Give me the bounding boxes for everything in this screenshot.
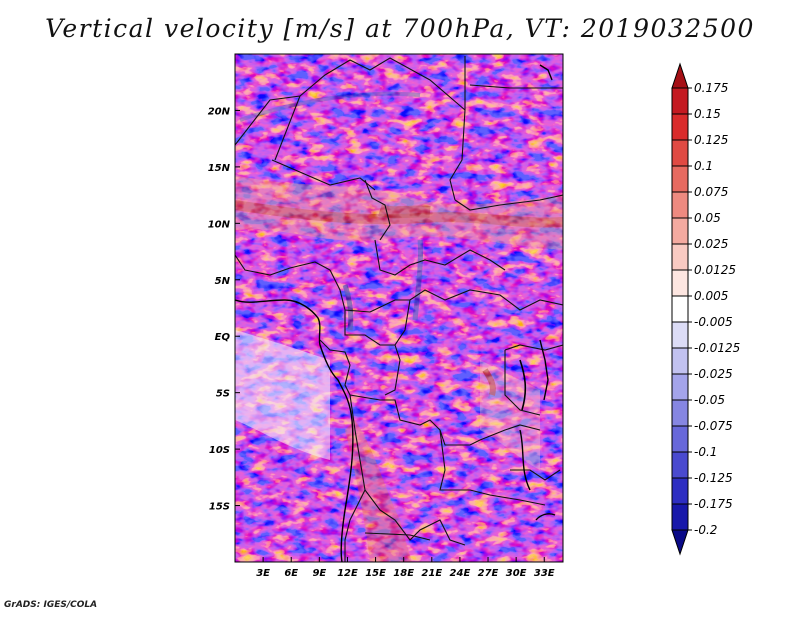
coastlines (235, 64, 556, 562)
colorbar-segment (671, 139, 689, 167)
grads-credit: GrADS: IGES/COLA (4, 600, 98, 610)
colorbar-segment (671, 113, 689, 141)
lat-tick-label: 20N (208, 106, 231, 117)
colorbar-label: 0.125 (694, 133, 728, 147)
colorbar-segment (671, 295, 689, 323)
lat-tick-label: 10N (208, 219, 231, 230)
lon-tick-label: 27E (478, 568, 499, 579)
colorbar-label: 0.025 (694, 237, 728, 251)
lat-tick-label: 5N (215, 276, 231, 287)
colorbar-label: -0.2 (694, 523, 717, 537)
lon-tick-label: 3E (256, 568, 270, 579)
colorbar-label: 0.175 (694, 81, 728, 95)
lon-tick-label: 12E (337, 568, 358, 579)
lat-tick-label: 15N (208, 163, 231, 174)
colorbar-segment (671, 399, 689, 427)
colorbar-label: 0.15 (694, 107, 721, 121)
colorbar-segment (671, 321, 689, 349)
lon-tick-label: 9E (312, 568, 326, 579)
lat-tick-label: 10S (209, 445, 230, 456)
colorbar-segment (671, 165, 689, 193)
country-borders (235, 56, 563, 562)
colorbar-label: -0.175 (694, 497, 733, 511)
map-title: Vertical velocity [m/s] at 700hPa, VT: 2… (45, 14, 755, 43)
colorbar-label: 0.075 (694, 185, 728, 199)
lat-tick-label: 5S (216, 389, 230, 400)
colorbar-top-arrow (671, 62, 689, 89)
colorbar-label: -0.125 (694, 471, 733, 485)
colorbar-label: 0.1 (694, 159, 713, 173)
lon-tick-label: 21E (421, 568, 442, 579)
colorbar-label: 0.05 (694, 211, 721, 225)
lat-tick-label: EQ (215, 332, 231, 343)
lon-tick-label: 33E (534, 568, 555, 579)
colorbar-label: -0.005 (694, 315, 733, 329)
lon-tick-label: 15E (365, 568, 386, 579)
colorbar-segment (671, 191, 689, 219)
colorbar-label: 0.0125 (694, 263, 736, 277)
colorbar-segment (671, 87, 689, 115)
lon-tick-label: 24E (450, 568, 471, 579)
lat-tick-label: 15S (209, 502, 230, 513)
lon-tick-label: 30E (506, 568, 527, 579)
lon-tick-label: 18E (393, 568, 414, 579)
colorbar-label: -0.0125 (694, 341, 740, 355)
colorbar-label: -0.025 (694, 367, 733, 381)
colorbar-segment (671, 347, 689, 375)
colorbar-segment (671, 503, 689, 531)
colorbar-bottom-arrow (671, 529, 689, 556)
colorbar-label: -0.075 (694, 419, 733, 433)
colorbar-segment (671, 373, 689, 401)
colorbar-segment (671, 451, 689, 479)
colorbar-label: 0.005 (694, 289, 728, 303)
map-axes: 3E 6E 9E 12E 15E 18E 21E 24E 27E 30E 33E 20N 15N 10N 5… (208, 106, 555, 579)
colorbar-label: -0.1 (694, 445, 717, 459)
colorbar-segment (671, 477, 689, 505)
colorbar-segment (671, 425, 689, 453)
colorbar-segment (671, 243, 689, 271)
colorbar: 0.175 0.15 0.125 0.1 0.075 0.05 0.025 0.0125 0.0… (671, 62, 740, 556)
colorbar-segment (671, 269, 689, 297)
colorbar-label: -0.05 (694, 393, 725, 407)
vertical-velocity-field (235, 54, 563, 562)
lon-tick-label: 6E (284, 568, 298, 579)
map-frame (234, 53, 564, 563)
colorbar-segment (671, 217, 689, 245)
